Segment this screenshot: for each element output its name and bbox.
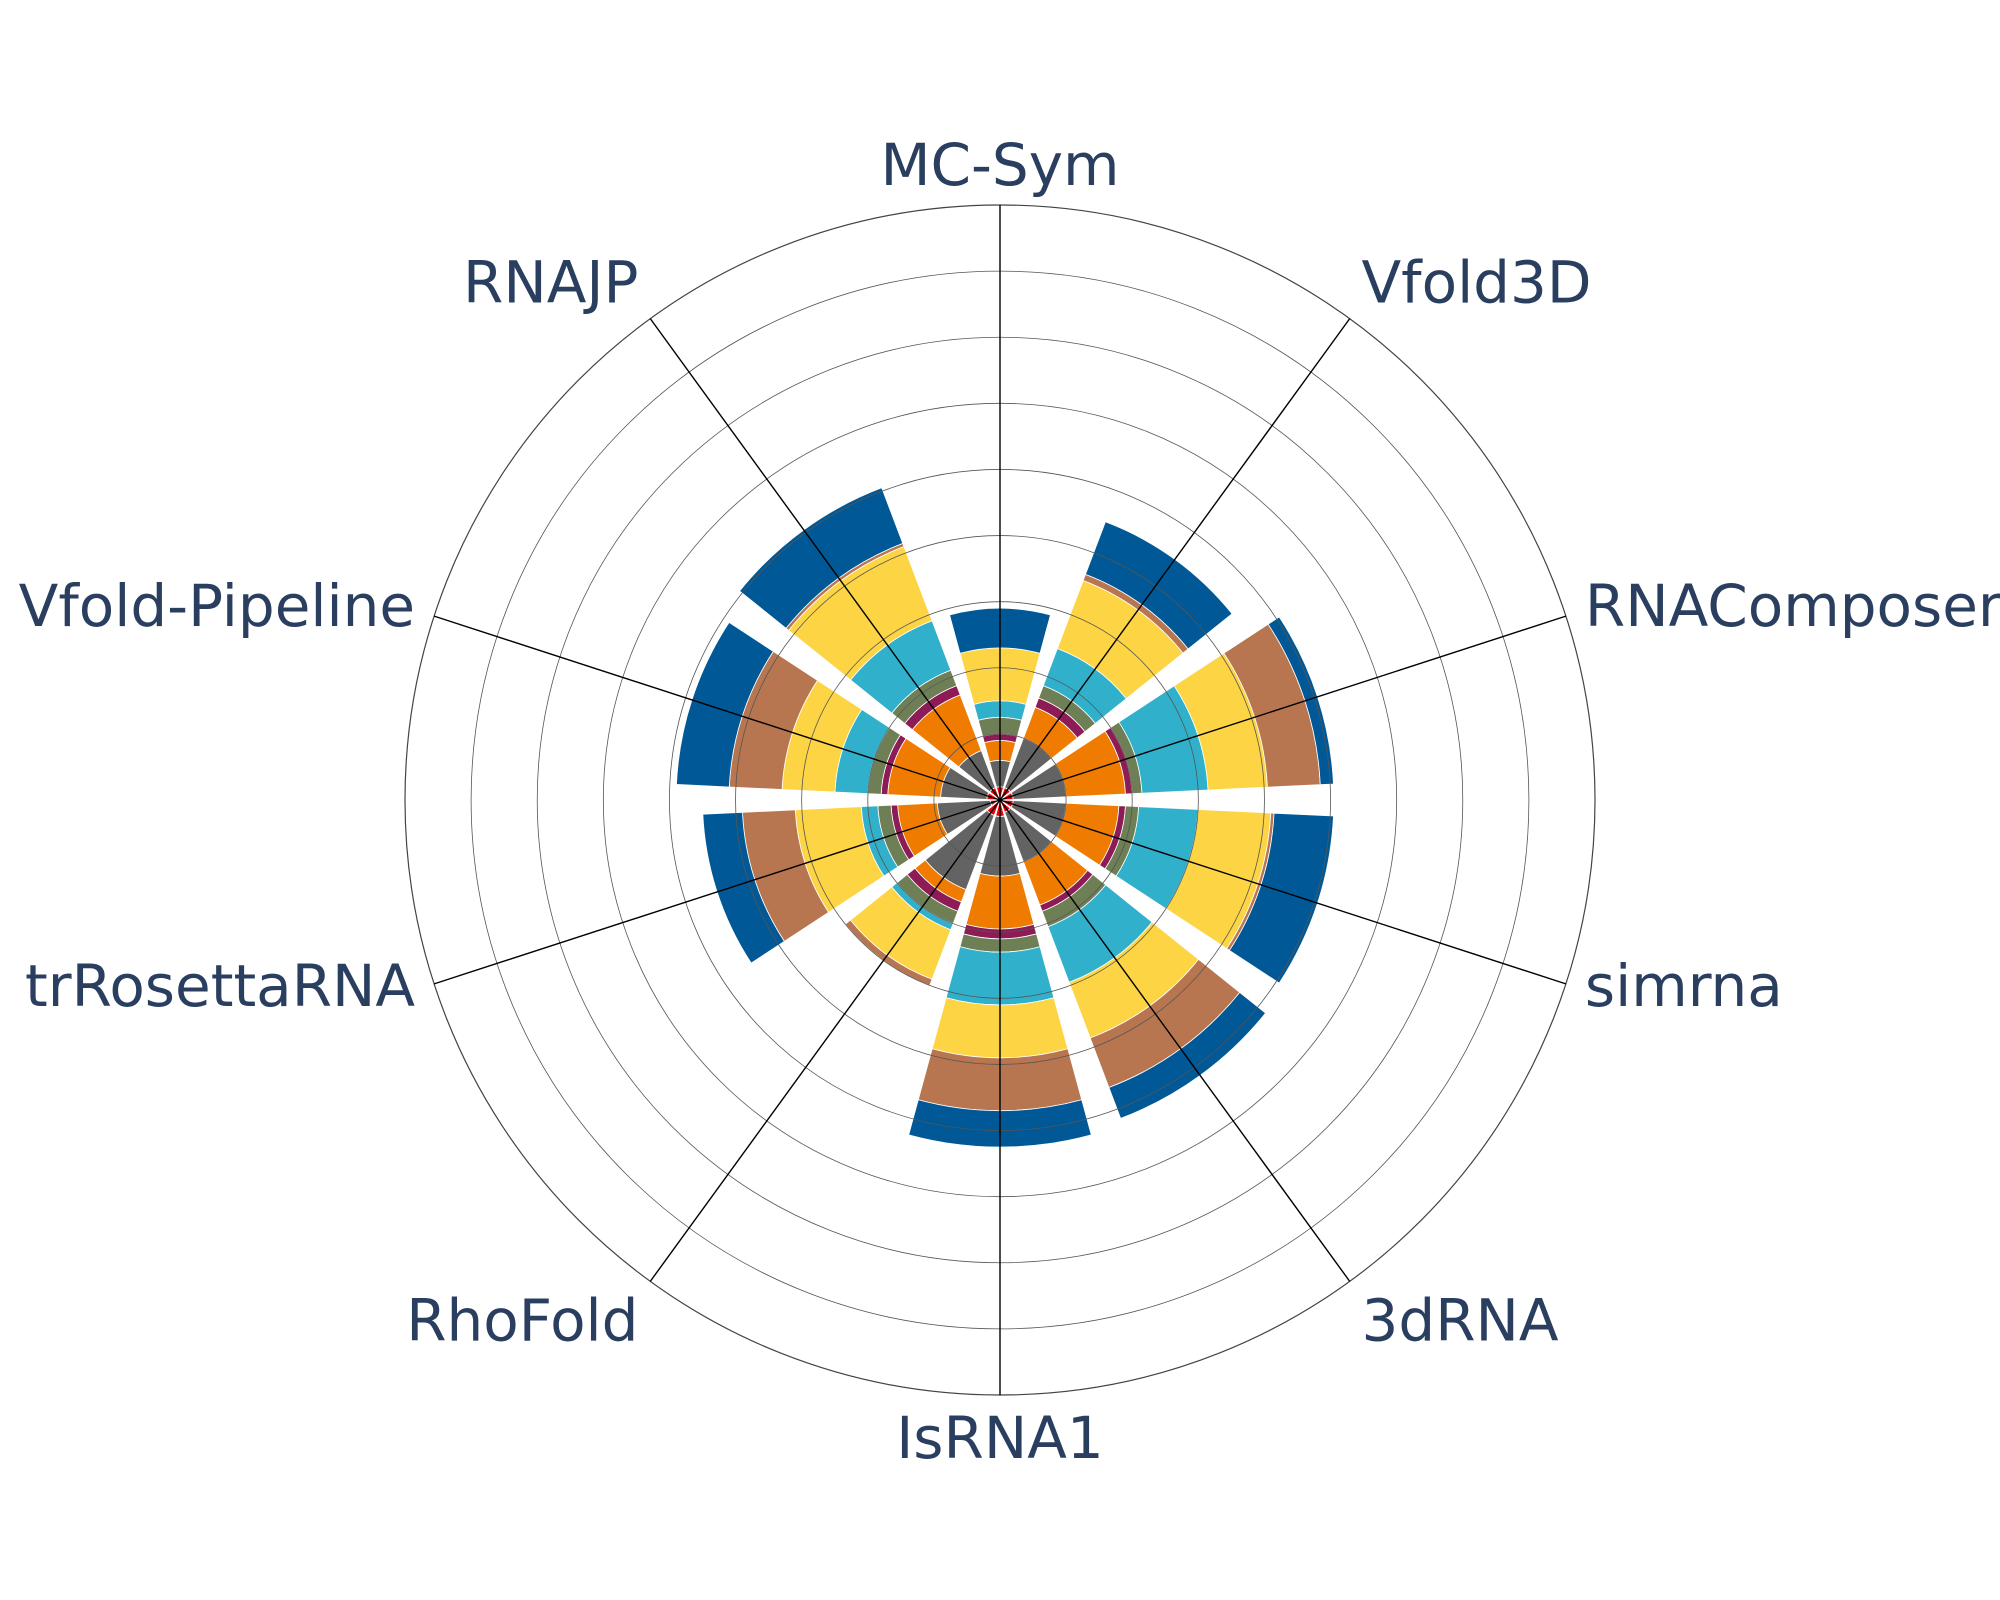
angular-gridline	[649, 799, 1001, 1282]
angular-gridline	[999, 615, 1567, 801]
bar-3drna-segment-8	[1108, 991, 1267, 1119]
angular-tick-label: MC-Sym	[880, 131, 1119, 199]
angular-tick-label: trRosettaRNA	[25, 952, 415, 1020]
bar-simrna-segment-8	[1228, 812, 1334, 984]
polar-grid	[404, 204, 1596, 1396]
angular-tick-label: 3dRNA	[1361, 1287, 1558, 1355]
angular-gridline	[999, 318, 1351, 801]
angular-tick-label: RNAJP	[463, 248, 638, 316]
angular-tick-label: simrna	[1585, 952, 1783, 1020]
angular-gridline	[999, 799, 1567, 985]
angular-tick-label: RhoFold	[406, 1287, 638, 1355]
angular-gridline	[649, 318, 1001, 801]
angular-tick-label: Vfold-Pipeline	[19, 572, 415, 640]
angular-gridline	[433, 799, 1001, 985]
bar-rnajp-segment-8	[739, 487, 904, 629]
bar-trrosettarna-segment-8	[702, 811, 785, 964]
angular-tick-labels: MC-Sym Vfold3D RNAComposer simrna 3dRNA IsRNA…	[19, 131, 2000, 1472]
angular-tick-label: RNAComposer	[1585, 572, 2000, 640]
bar-vfold3d-segment-8	[1084, 521, 1233, 650]
bar-layer	[676, 487, 1334, 1148]
angular-gridline	[433, 615, 1001, 801]
bar-rnacomposer-segment-8	[1267, 616, 1334, 786]
angular-tick-label: Vfold3D	[1361, 248, 1591, 316]
angular-tick-label: IsRNA1	[896, 1404, 1104, 1472]
angular-gridline	[999, 799, 1351, 1282]
bar-vfold-pipeline-segment-8	[676, 621, 774, 788]
